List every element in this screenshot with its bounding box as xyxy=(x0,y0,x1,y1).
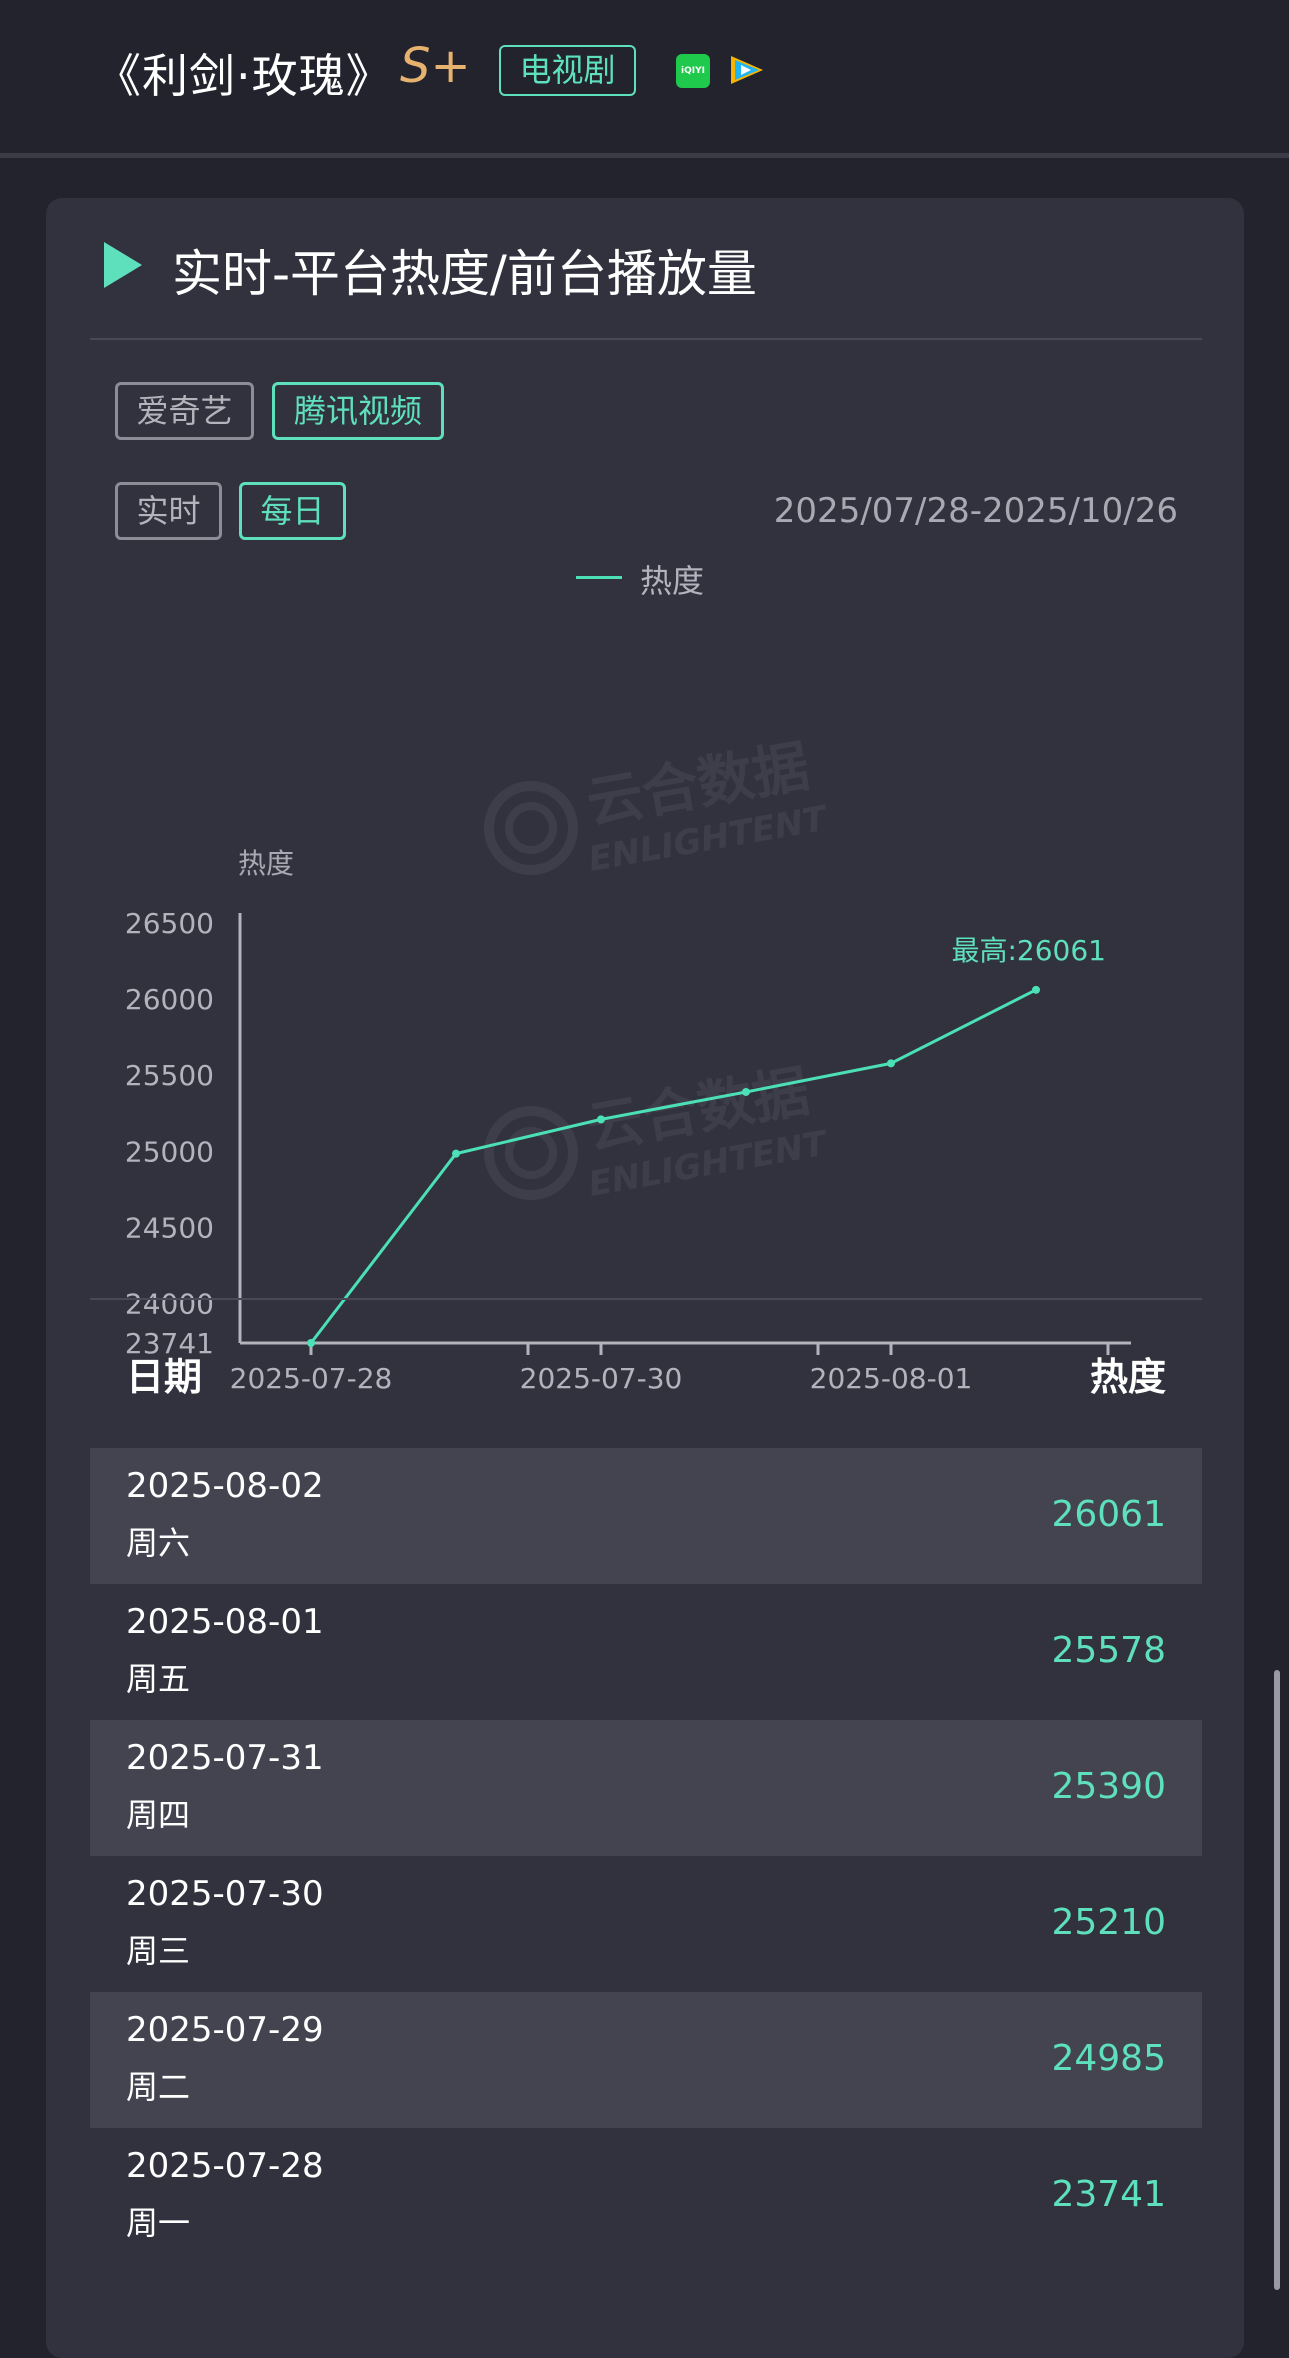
header-date[interactable]: 日期 xyxy=(126,1355,203,1399)
table-row[interactable]: 2025-07-30 周三 25210 xyxy=(90,1856,1202,1992)
data-point xyxy=(887,1059,895,1068)
tencent-video-logo-icon[interactable] xyxy=(727,52,767,88)
play-triangle-icon xyxy=(104,242,142,288)
x-tick-label: 2025-07-28 xyxy=(230,1362,393,1395)
row-date: 2025-08-02 xyxy=(126,1466,324,1506)
row-date: 2025-08-01 xyxy=(126,1602,324,1642)
table-body: 2025-08-02 周六 26061 2025-08-01 周五 25578 … xyxy=(90,1448,1202,2264)
max-annotation: 最高:26061 xyxy=(951,934,1106,967)
chip-daily[interactable]: 每日 xyxy=(239,482,346,540)
table-row[interactable]: 2025-08-02 周六 26061 xyxy=(90,1448,1202,1584)
row-heat-value: 26061 xyxy=(1051,1494,1166,1535)
section-title: 实时-平台热度/前台播放量 xyxy=(172,245,757,303)
grade-label: S+ xyxy=(400,38,471,94)
chip-realtime[interactable]: 实时 xyxy=(115,482,222,540)
type-badge: 电视剧 xyxy=(499,45,636,96)
row-weekday: 周二 xyxy=(126,2068,191,2106)
row-heat-value: 25210 xyxy=(1051,1902,1166,1943)
row-date: 2025-07-31 xyxy=(126,1738,324,1778)
heat-card: 实时-平台热度/前台播放量 爱奇艺 腾讯视频 实时 每日 2025/07/28-… xyxy=(46,198,1244,2358)
table-row[interactable]: 2025-07-28 周一 23741 xyxy=(90,2128,1202,2264)
y-tick-label: 26000 xyxy=(125,983,214,1016)
top-bar: 《利剑·玫瑰》 S+ 电视剧 iQIYI xyxy=(0,0,1289,158)
row-weekday: 周一 xyxy=(126,2204,191,2242)
table-header: 日期 热度 xyxy=(90,1326,1202,1422)
row-heat-value: 23741 xyxy=(1051,2174,1166,2215)
chip-iqiyi[interactable]: 爱奇艺 xyxy=(115,382,254,440)
page-scrollbar[interactable] xyxy=(1274,1670,1280,2290)
row-weekday: 周三 xyxy=(126,1932,191,1970)
show-title: 《利剑·玫瑰》 xyxy=(95,49,393,103)
date-range[interactable]: 2025/07/28-2025/10/26 xyxy=(773,491,1178,531)
y-axis-title: 热度 xyxy=(238,847,294,880)
chip-tencent-video[interactable]: 腾讯视频 xyxy=(272,382,444,440)
row-weekday: 周五 xyxy=(126,1660,191,1698)
row-weekday: 周六 xyxy=(126,1524,191,1562)
x-tick-label: 2025-08-01 xyxy=(810,1362,973,1395)
table-row[interactable]: 2025-07-29 周二 24985 xyxy=(90,1992,1202,2128)
header-heat[interactable]: 热度 xyxy=(1089,1355,1166,1399)
legend-label: 热度 xyxy=(640,562,705,600)
data-point xyxy=(597,1115,605,1124)
x-tick-label: 2025-07-30 xyxy=(520,1362,683,1395)
y-tick-label: 23741 xyxy=(125,1327,214,1360)
table-row[interactable]: 2025-08-01 周五 25578 xyxy=(90,1584,1202,1720)
y-tick-label: 25000 xyxy=(125,1135,214,1168)
row-weekday: 周四 xyxy=(126,1796,191,1834)
row-heat-value: 25578 xyxy=(1051,1630,1166,1671)
series-line-heat xyxy=(309,988,1037,1344)
row-date: 2025-07-30 xyxy=(126,1874,324,1914)
chart-divider xyxy=(90,1298,1202,1300)
row-date: 2025-07-29 xyxy=(126,2010,324,2050)
data-point xyxy=(1032,985,1040,994)
table-row[interactable]: 2025-07-31 周四 25390 xyxy=(90,1720,1202,1856)
y-tick-label: 26500 xyxy=(125,907,214,940)
data-point xyxy=(742,1087,750,1096)
y-tick-label: 24000 xyxy=(125,1288,214,1321)
iqiyi-logo-icon[interactable]: iQIYI xyxy=(676,54,710,88)
row-heat-value: 24985 xyxy=(1051,2038,1166,2079)
row-heat-value: 25390 xyxy=(1051,1766,1166,1807)
data-point xyxy=(452,1149,460,1158)
section-divider xyxy=(90,338,1202,340)
row-date: 2025-07-28 xyxy=(126,2146,324,2186)
data-point xyxy=(307,1339,315,1347)
legend-swatch xyxy=(576,576,622,579)
y-tick-label: 24500 xyxy=(125,1211,214,1244)
y-tick-label: 25500 xyxy=(125,1059,214,1092)
